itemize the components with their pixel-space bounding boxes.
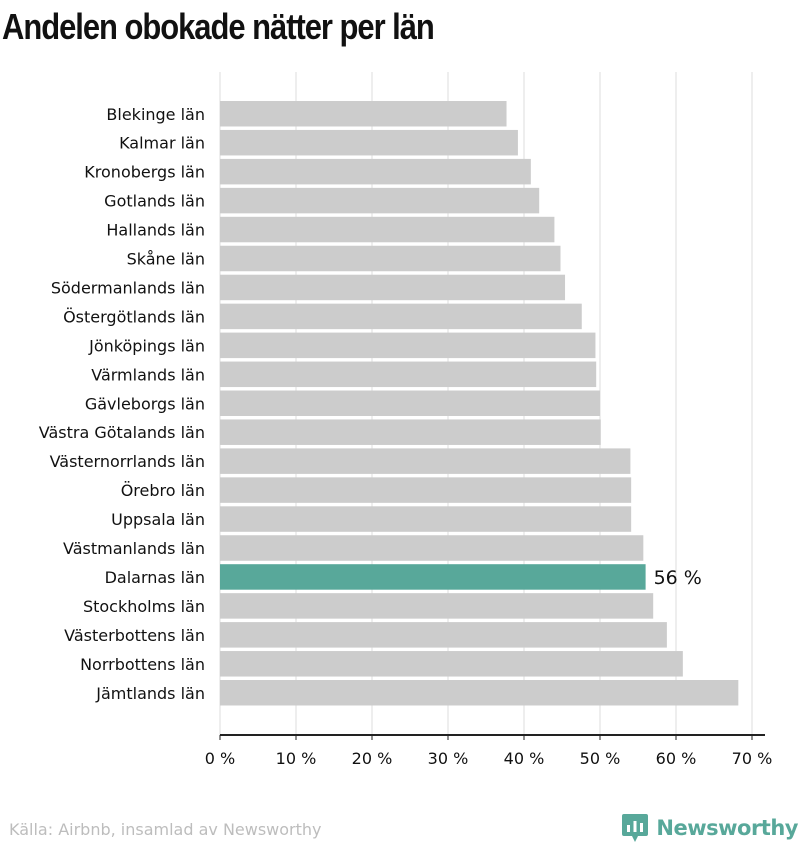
category-label: Västernorrlands län <box>50 452 205 471</box>
bar <box>220 361 597 388</box>
category-label: Värmlands län <box>91 365 205 384</box>
bar <box>220 303 582 330</box>
category-label: Norrbottens län <box>80 655 205 674</box>
category-label: Jämtlands län <box>95 684 205 703</box>
category-label: Stockholms län <box>83 597 205 616</box>
bar <box>220 245 561 272</box>
brand-logo[interactable]: Newsworthy <box>621 812 798 844</box>
bar <box>220 129 518 156</box>
category-label: Skåne län <box>127 250 205 269</box>
bar <box>220 187 540 214</box>
category-label: Södermanlands län <box>51 278 205 297</box>
category-label: Kronobergs län <box>84 163 205 182</box>
bar-highlighted <box>220 564 646 590</box>
source-note: Källa: Airbnb, insamlad av Newsworthy <box>9 820 322 839</box>
bar <box>220 477 632 503</box>
bar <box>220 419 601 445</box>
category-label: Västra Götalands län <box>39 423 205 442</box>
x-tick-label: 40 % <box>504 749 545 768</box>
newsworthy-logo-icon <box>622 814 649 842</box>
category-label: Örebro län <box>121 481 205 500</box>
category-label: Västerbottens län <box>64 626 205 645</box>
x-tick-labels: 0 % 10 % 20 % 30 % 40 % 50 % 60 % 70 % <box>205 749 773 768</box>
category-label: Östergötlands län <box>63 307 205 326</box>
bar <box>220 158 531 185</box>
bar <box>220 506 632 532</box>
category-label: Blekinge län <box>106 105 205 124</box>
x-tick-label: 70 % <box>732 749 773 768</box>
bar <box>220 101 507 127</box>
x-tick-label: 60 % <box>656 749 697 768</box>
x-tick-label: 10 % <box>276 749 317 768</box>
bar <box>220 622 667 648</box>
category-label: Uppsala län <box>111 510 205 529</box>
bar <box>220 535 644 561</box>
bar <box>220 448 631 474</box>
bar <box>220 274 566 301</box>
category-label: Dalarnas län <box>105 568 205 587</box>
category-label: Kalmar län <box>119 134 205 153</box>
category-label: Västmanlands län <box>63 539 205 558</box>
bar <box>220 332 596 359</box>
brand-name: Newsworthy <box>656 816 798 840</box>
bars <box>220 101 739 706</box>
bar <box>220 593 654 619</box>
bar <box>220 680 739 706</box>
category-labels: Blekinge län Kalmar län Kronobergs län Gotl… <box>39 105 205 703</box>
category-label: Jönköpings län <box>88 336 205 355</box>
bar <box>220 390 600 416</box>
category-label: Gotlands län <box>104 192 205 211</box>
bar <box>220 216 555 243</box>
bar <box>220 651 683 677</box>
chart-title: Andelen obokade nätter per län <box>2 6 435 47</box>
data-label: 56 % <box>654 567 702 589</box>
category-label: Gävleborgs län <box>85 394 205 413</box>
x-tick-label: 50 % <box>580 749 621 768</box>
x-tick-label: 20 % <box>352 749 393 768</box>
x-tick-label: 0 % <box>205 749 235 768</box>
x-axis <box>219 734 765 740</box>
annotations: 56 % <box>654 567 702 589</box>
bar-chart: Blekinge län Kalmar län Kronobergs län Gotl… <box>39 72 773 768</box>
x-tick-label: 30 % <box>428 749 469 768</box>
category-label: Hallands län <box>106 221 205 240</box>
